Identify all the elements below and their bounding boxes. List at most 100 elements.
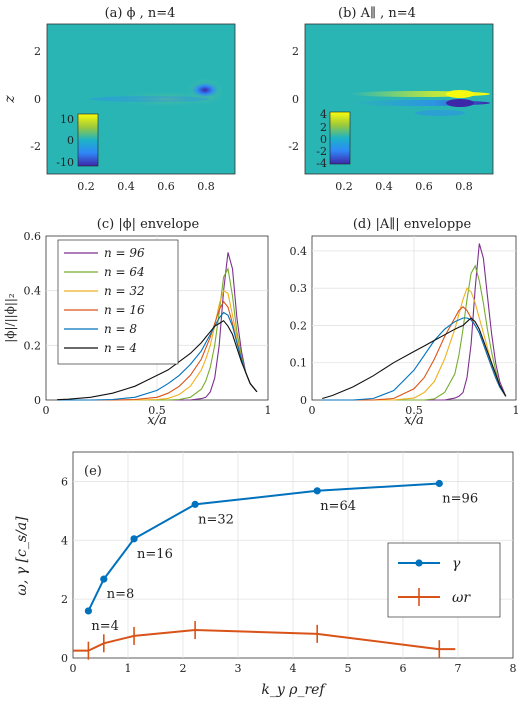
- gamma-point: [84, 607, 92, 615]
- x-tick-label: 1: [265, 404, 272, 417]
- gamma-point-label: n=8: [107, 587, 135, 602]
- gamma-point: [130, 535, 138, 543]
- series-line: [57, 311, 258, 401]
- panel-b-cbar-tick: -2: [316, 145, 327, 158]
- x-tick-label: 2: [180, 662, 187, 675]
- panel-c-ticks: 0 0.5 1 0 0.2 0.4 0.6: [24, 230, 272, 417]
- x-tick-label: 7: [455, 662, 462, 675]
- panel-a-ytick: 0: [34, 93, 41, 106]
- panel-b-cbar-tick: 0: [320, 133, 327, 146]
- legend-label: n = 32: [104, 284, 145, 298]
- panel-d-grid: [312, 236, 516, 400]
- panel-e-lines: n=4 n=8 n=16 n=32 n=64 n=96: [73, 479, 478, 660]
- panel-b-xtick: 0.2: [335, 180, 353, 193]
- panel-a-ytick: -2: [30, 140, 41, 153]
- gamma-point-label: n=96: [442, 491, 478, 506]
- panel-e-legend: γ ωr: [387, 542, 501, 618]
- panel-c-ylabel: |ϕ|/||ϕ||₂: [3, 293, 17, 343]
- legend-label: n = 96: [104, 246, 145, 260]
- panel-a-streak: [90, 96, 210, 102]
- panel-b-frame: [304, 23, 494, 175]
- panel-b-ripple: [415, 110, 465, 116]
- panel-b-ytick: -2: [288, 140, 299, 153]
- y-tick-label: 0.4: [290, 245, 308, 258]
- panel-a-xtick: 0.8: [197, 180, 215, 193]
- panel-e-ticks: 0 1 2 3 4 5 6 7 8 0 2 4 6: [61, 475, 517, 675]
- panel-a-cbar-tick: -10: [56, 156, 74, 169]
- panel-b: (b) A∥ , n=4 4 2 0 -2 -4 2 0 -2 0.2 0.4 …: [288, 6, 494, 193]
- x-tick-label: 0: [309, 404, 316, 417]
- series-line: [322, 317, 507, 400]
- panel-d-xlabel: x/a: [404, 413, 423, 428]
- panel-d-lines: [322, 243, 507, 401]
- legend-box: [387, 542, 501, 618]
- x-tick-label: 8: [510, 662, 517, 675]
- panel-b-xtick: 0.4: [375, 180, 393, 193]
- panel-a: (a) ϕ , n=4 10 0 -10 2 0 -2 0.2 0.4 0.6 …: [2, 6, 236, 193]
- gamma-point-label: n=16: [137, 547, 173, 562]
- panel-a-cbar-tick: 0: [67, 134, 74, 147]
- x-tick-label: 1: [513, 404, 520, 417]
- panel-b-cbar-tick: -4: [316, 157, 327, 170]
- panel-b-xtick: 0.8: [455, 180, 473, 193]
- y-tick-label: 2: [61, 593, 68, 606]
- panel-b-colorbar: [329, 111, 351, 165]
- panel-a-cbar-tick: 10: [60, 113, 74, 126]
- gamma-point-label: n=64: [320, 499, 356, 514]
- gamma-point: [191, 500, 199, 508]
- panel-a-ylabel: z: [2, 95, 18, 104]
- y-tick-label: 0.4: [24, 285, 42, 298]
- panel-b-cbar-tick: 2: [320, 121, 327, 134]
- y-tick-label: 0.1: [290, 357, 308, 370]
- y-tick-label: 0: [34, 394, 41, 407]
- gamma-point-label: n=4: [91, 619, 119, 634]
- y-tick-label: 0.2: [290, 319, 308, 332]
- series-line: [87, 628, 440, 652]
- y-tick-label: 0.2: [24, 339, 42, 352]
- legend-label: γ: [452, 556, 461, 572]
- gamma-point-label: n=32: [198, 512, 234, 527]
- legend-label: n = 64: [104, 265, 145, 279]
- y-tick-label: 0.3: [290, 282, 308, 295]
- series-line: [322, 317, 507, 401]
- gamma-point: [100, 575, 108, 583]
- panel-a-xtick: 0.4: [117, 180, 135, 193]
- x-tick-label: 4: [290, 662, 297, 675]
- panel-a-title: (a) ϕ , n=4: [105, 6, 176, 21]
- panel-a-xtick: 0.2: [77, 180, 95, 193]
- legend-label: n = 16: [104, 303, 145, 317]
- y-tick-label: 6: [61, 475, 68, 488]
- panel-b-peak-lower: [446, 99, 474, 107]
- series-line: [57, 319, 258, 401]
- y-tick-label: 0: [61, 652, 68, 665]
- panel-b-title: (b) A∥ , n=4: [338, 6, 416, 21]
- legend-label: n = 4: [104, 341, 137, 355]
- panel-c-title: (c) |ϕ| envelope: [97, 217, 200, 232]
- legend-label: n = 8: [104, 322, 137, 336]
- panel-e-ylabel: ω, γ [c_s/a]: [14, 516, 30, 596]
- panel-b-xtick: 0.6: [415, 180, 433, 193]
- x-tick-label: 0: [43, 404, 50, 417]
- y-tick-label: 0.6: [24, 230, 42, 243]
- panel-b-ytick: 2: [292, 45, 299, 58]
- x-tick-label: 0.5: [405, 404, 423, 417]
- panel-d-ticks: 0 0.5 1 0 0.1 0.2 0.3 0.4: [290, 245, 520, 417]
- legend-label: ωr: [452, 590, 471, 606]
- panel-e: n=4 n=8 n=16 n=32 n=64 n=96 0 1 2 3 4 5 6 7 8 0 2 4 6 (e)…: [14, 451, 517, 698]
- series-line: [322, 287, 507, 401]
- y-tick-label: 0: [300, 394, 307, 407]
- x-tick-label: 0.5: [148, 404, 166, 417]
- panel-a-frame: [46, 23, 236, 175]
- panel-c-legend: n = 96 n = 64 n = 32 n = 16 n = 8 n = 4: [57, 239, 179, 365]
- gamma-point: [313, 487, 321, 495]
- legend-marker: [415, 559, 423, 567]
- x-tick-label: 1: [125, 662, 132, 675]
- series-line: [87, 482, 440, 612]
- x-tick-label: 0: [70, 662, 77, 675]
- panel-a-colorbar: [77, 113, 99, 167]
- gamma-point: [435, 479, 443, 488]
- panel-c-xlabel: x/a: [147, 413, 166, 428]
- legend-box: [57, 239, 179, 365]
- x-tick-label: 3: [235, 662, 242, 675]
